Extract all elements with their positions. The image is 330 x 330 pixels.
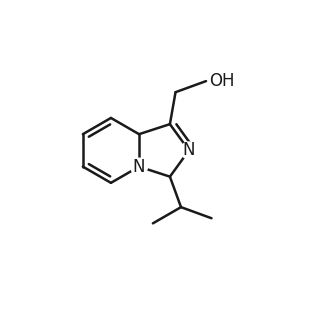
Text: N: N [183, 141, 195, 159]
Circle shape [181, 142, 197, 159]
Text: N: N [133, 158, 145, 176]
Circle shape [131, 158, 148, 175]
Text: OH: OH [209, 72, 235, 90]
